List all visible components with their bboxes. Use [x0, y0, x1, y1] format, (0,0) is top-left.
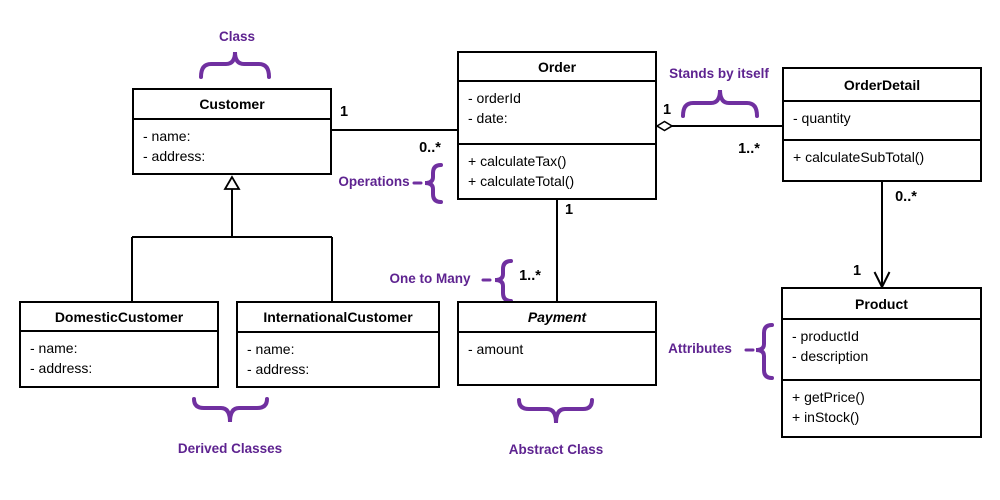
brace-derived-classes-icon — [192, 397, 269, 423]
annotation-operations: Operations — [338, 174, 410, 189]
multiplicity-order-agg-end: 1 — [662, 102, 672, 118]
multiplicity-orderdetail-end: 1..* — [738, 141, 760, 157]
class-internationalcustomer[interactable]: InternationalCustomer - name: - address: — [236, 301, 440, 388]
operation: + getPrice() — [792, 389, 865, 405]
class-orderdetail-attributes: - quantity — [784, 102, 980, 139]
aggregation-diamond-icon — [655, 120, 674, 132]
class-order[interactable]: Order - orderId - date: + calculateTax()… — [457, 51, 657, 200]
class-customer-attributes: - name: - address: — [134, 120, 330, 173]
class-product-attributes: - productId - description — [783, 320, 980, 379]
class-order-operations: + calculateTax() + calculateTotal() — [459, 143, 655, 198]
attribute: - orderId — [468, 90, 521, 106]
class-payment[interactable]: Payment - amount — [457, 301, 657, 386]
brace-abstract-class-icon — [517, 398, 594, 424]
brace-stands-by-itself-icon — [681, 89, 759, 118]
attribute: - amount — [468, 341, 524, 357]
class-order-attributes: - orderId - date: — [459, 82, 655, 143]
class-domesticcustomer-attributes: - name: - address: — [21, 332, 217, 386]
class-domesticcustomer[interactable]: DomesticCustomer - name: - address: — [19, 301, 219, 388]
brace-one-to-many-icon — [494, 259, 513, 303]
class-customer[interactable]: Customer - name: - address: — [132, 88, 332, 175]
operation: + inStock() — [792, 409, 860, 425]
attribute: - date: — [468, 110, 508, 126]
multiplicity-customer-end: 1 — [339, 104, 349, 120]
multiplicity-order-pay-end: 1 — [564, 202, 574, 218]
class-product-title: Product — [783, 289, 980, 320]
brace-attributes-icon — [755, 323, 774, 380]
class-product-operations: + getPrice() + inStock() — [783, 379, 980, 436]
attribute: - description — [792, 348, 869, 364]
class-order-title: Order — [459, 53, 655, 82]
class-payment-title: Payment — [459, 303, 655, 333]
operation: + calculateSubTotal() — [793, 149, 925, 165]
class-orderdetail-operations: + calculateSubTotal() — [784, 139, 980, 180]
attribute: - name: — [247, 341, 295, 357]
multiplicity-order-end: 0..* — [419, 140, 441, 156]
annotation-stands-by-itself: Stands by itself — [669, 66, 769, 81]
multiplicity-orderdetail-prod-end: 0..* — [895, 189, 917, 205]
class-payment-attributes: - amount — [459, 333, 655, 384]
operation: + calculateTotal() — [468, 173, 575, 189]
operation: + calculateTax() — [468, 153, 567, 169]
class-domesticcustomer-title: DomesticCustomer — [21, 303, 217, 332]
class-internationalcustomer-attributes: - name: - address: — [238, 333, 438, 386]
annotation-class: Class — [218, 29, 256, 44]
attribute: - productId — [792, 328, 859, 344]
annotation-abstract-class: Abstract Class — [508, 442, 604, 457]
attribute: - name: — [143, 128, 191, 144]
class-orderdetail[interactable]: OrderDetail - quantity + calculateSubTot… — [782, 67, 982, 182]
annotation-attributes: Attributes — [668, 341, 732, 356]
generalization-lines — [131, 189, 333, 301]
attribute: - address: — [247, 361, 310, 377]
annotation-derived-classes: Derived Classes — [177, 441, 283, 456]
attribute: - quantity — [793, 110, 851, 126]
class-internationalcustomer-title: InternationalCustomer — [238, 303, 438, 333]
inheritance-triangle-icon — [223, 175, 241, 190]
class-customer-title: Customer — [134, 90, 330, 120]
multiplicity-product-end: 1 — [852, 263, 862, 279]
attribute: - address: — [143, 148, 206, 164]
annotation-one-to-many: One to Many — [389, 271, 471, 286]
class-product[interactable]: Product - productId - description + getP… — [781, 287, 982, 438]
multiplicity-payment-end: 1..* — [519, 268, 541, 284]
brace-operations-icon — [424, 163, 443, 204]
class-orderdetail-title: OrderDetail — [784, 69, 980, 102]
attribute: - name: — [30, 340, 78, 356]
attribute: - address: — [30, 360, 93, 376]
brace-class-icon — [199, 51, 271, 79]
